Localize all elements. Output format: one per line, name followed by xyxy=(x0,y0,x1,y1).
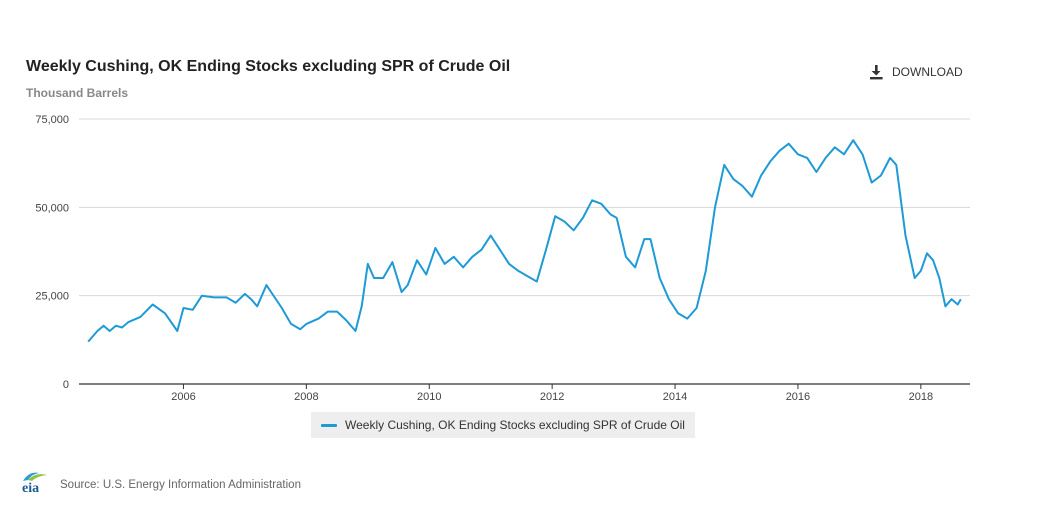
footer: eia Source: U.S. Energy Information Admi… xyxy=(20,470,301,499)
svg-text:eia: eia xyxy=(22,481,39,494)
chart-title: Weekly Cushing, OK Ending Stocks excludi… xyxy=(26,58,511,75)
x-tick-label: 2018 xyxy=(909,391,933,403)
x-tick-label: 2016 xyxy=(786,391,810,403)
x-tick-label: 2014 xyxy=(663,391,687,403)
download-icon xyxy=(868,64,884,80)
source-note: Source: U.S. Energy Information Administ… xyxy=(60,478,301,491)
x-tick-label: 2010 xyxy=(417,391,441,403)
legend-label: Weekly Cushing, OK Ending Stocks excludi… xyxy=(345,418,685,432)
download-button[interactable]: DOWNLOAD xyxy=(868,64,963,80)
chart-subtitle: Thousand Barrels xyxy=(26,86,129,100)
eia-logo: eia xyxy=(20,470,50,499)
x-tick-label: 2012 xyxy=(540,391,564,403)
legend-swatch xyxy=(321,423,337,427)
y-tick-label: 0 xyxy=(63,379,69,391)
y-tick-label: 50,000 xyxy=(35,202,69,214)
legend[interactable]: Weekly Cushing, OK Ending Stocks excludi… xyxy=(311,412,695,438)
y-tick-label: 75,000 xyxy=(35,114,69,126)
x-tick-label: 2006 xyxy=(171,391,195,403)
x-tick-label: 2008 xyxy=(294,391,318,403)
series-line[interactable] xyxy=(87,139,962,343)
y-tick-label: 25,000 xyxy=(35,291,69,303)
download-label: DOWNLOAD xyxy=(892,65,963,79)
